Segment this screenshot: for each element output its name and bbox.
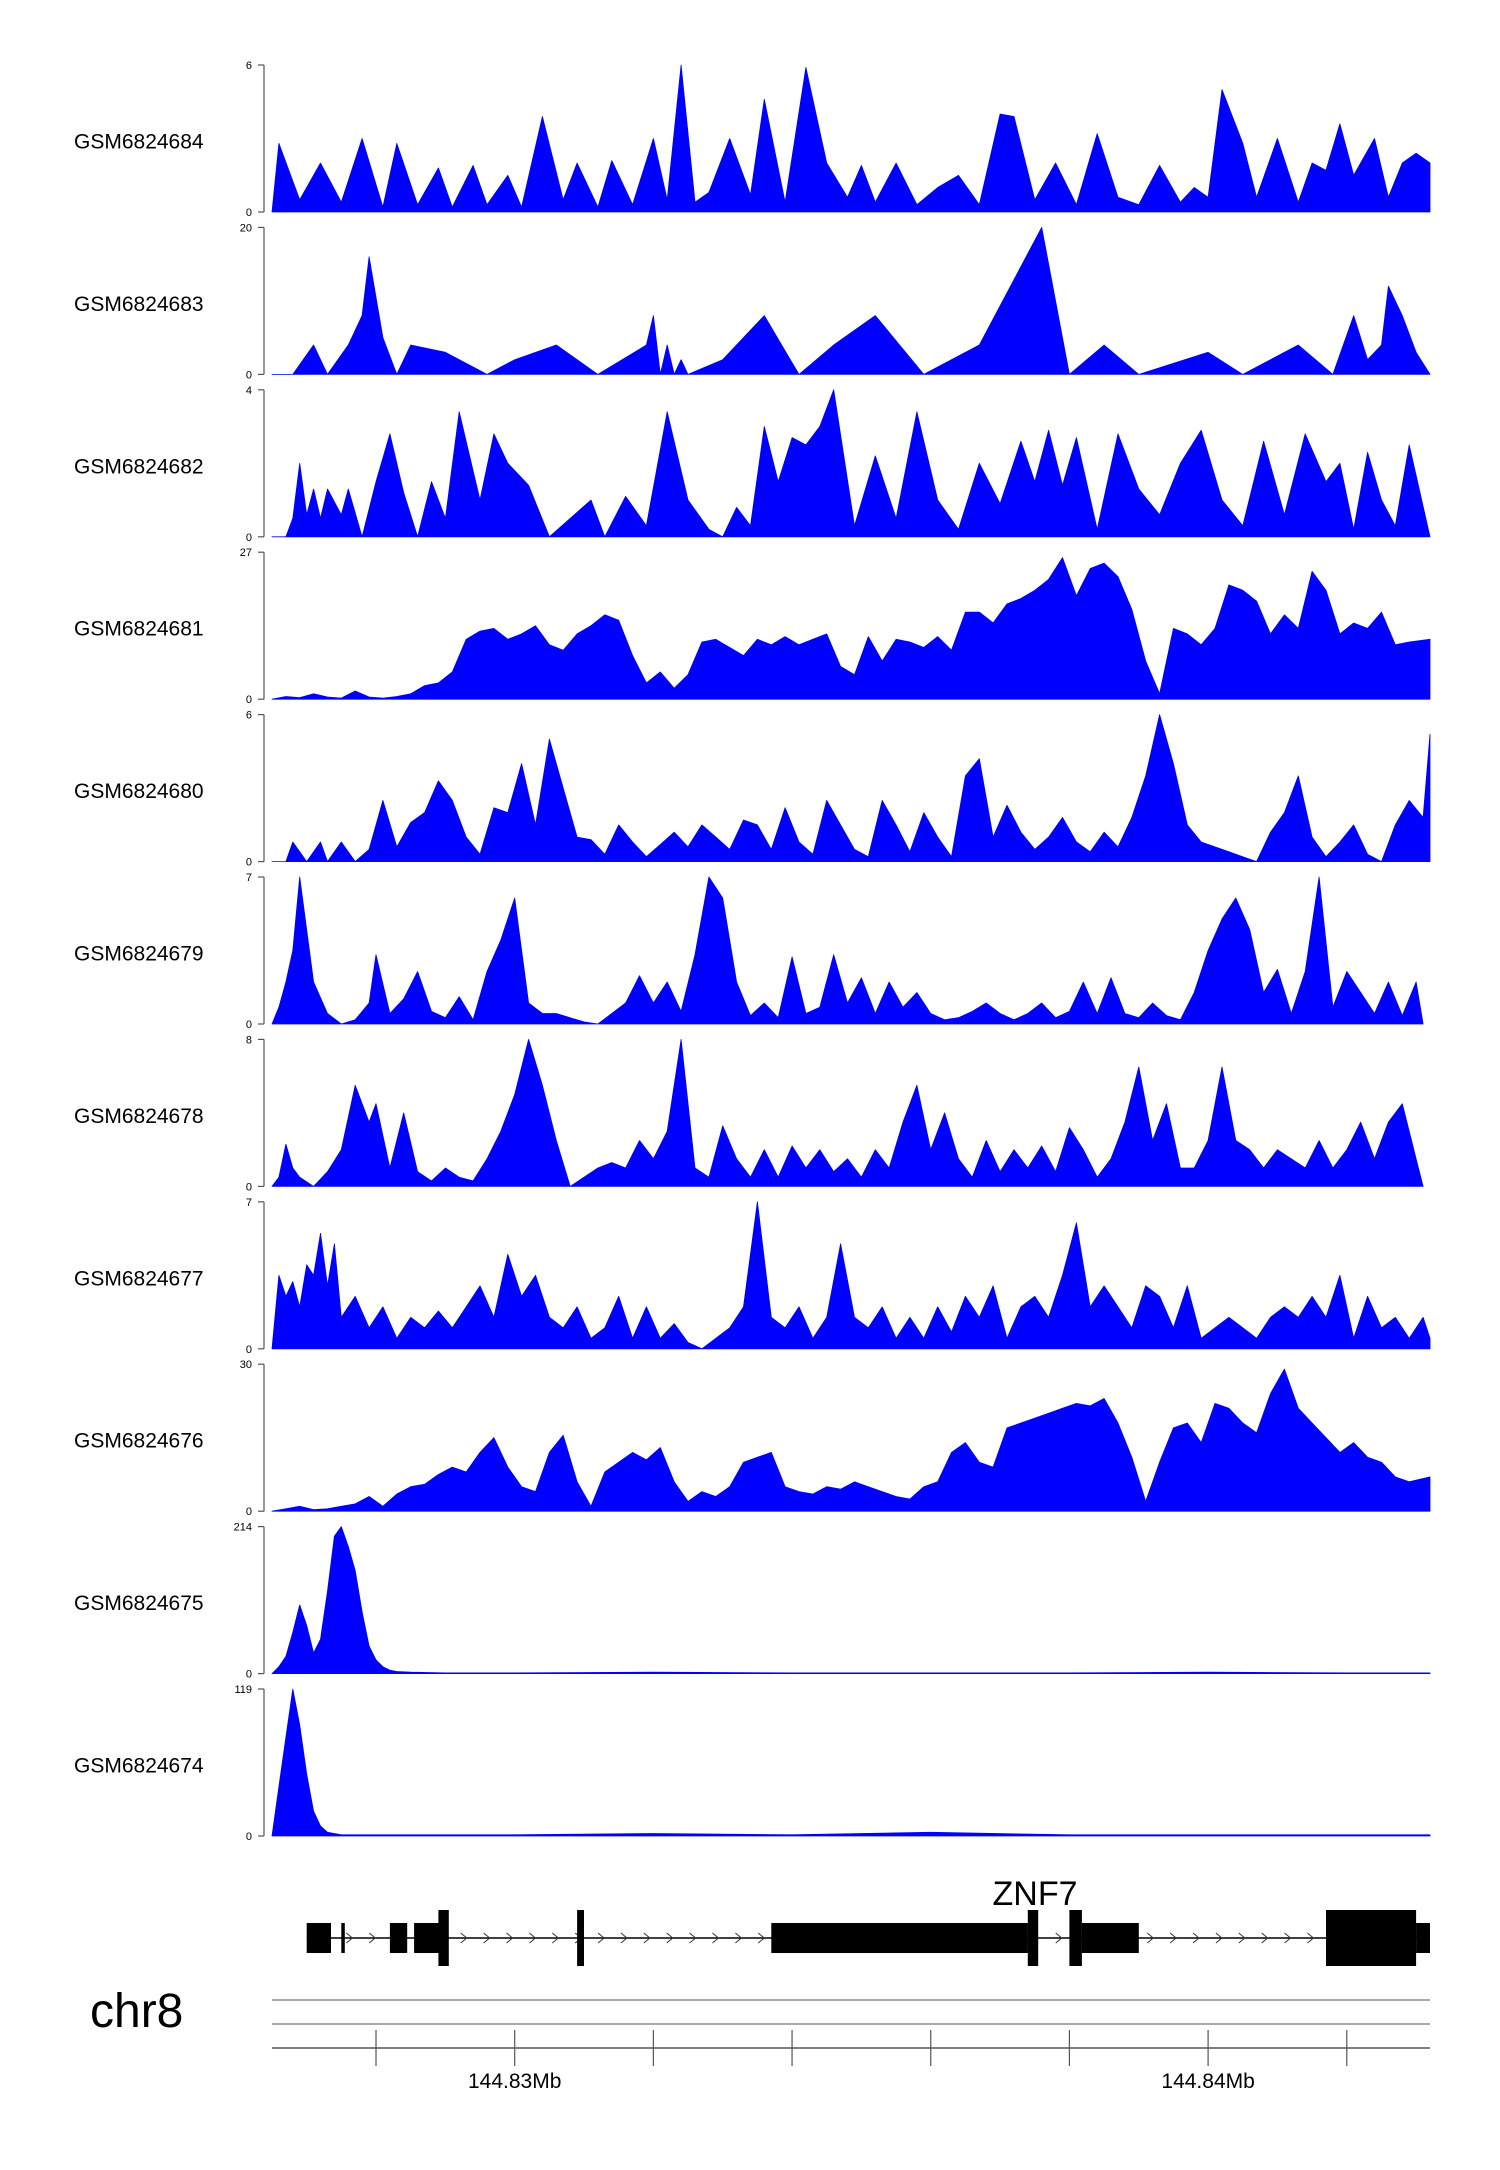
coverage-area-GSM6824675 [271, 1526, 1431, 1674]
coverage-area-GSM6824676 [271, 1368, 1431, 1512]
y-axis-max-label: 7 [246, 1197, 252, 1209]
track-label: GSM6824681 [74, 618, 204, 641]
y-axis-max-label: 8 [246, 1034, 252, 1046]
y-axis-min-label: 0 [246, 1344, 252, 1356]
exon [1326, 1910, 1417, 1966]
strand-arrow [460, 1932, 468, 1944]
strand-arrow [1261, 1932, 1269, 1944]
exon [341, 1923, 345, 1953]
gene-track: ZNF7 [306, 1875, 1430, 1966]
track-GSM6824682: GSM6824682 4 0 [74, 385, 1431, 544]
y-axis-min-label: 0 [246, 694, 252, 706]
y-axis-min-label: 0 [246, 207, 252, 219]
track-GSM6824683: GSM6824683 20 0 [74, 222, 1431, 381]
strand-arrow [506, 1932, 514, 1944]
track-GSM6824679: GSM6824679 7 0 [74, 872, 1424, 1031]
track-GSM6824674: GSM6824674 119 0 [74, 1684, 1431, 1843]
exon [577, 1910, 584, 1966]
track-label: GSM6824674 [74, 1755, 204, 1778]
coverage-area-GSM6824680 [271, 714, 1431, 862]
coverage-area-GSM6824682 [271, 389, 1431, 538]
exon [1081, 1923, 1139, 1953]
track-GSM6824681: GSM6824681 27 0 [74, 547, 1431, 706]
coverage-area-GSM6824678 [271, 1039, 1424, 1187]
x-tick-label: 144.84Mb [1161, 2070, 1254, 2093]
track-label: GSM6824679 [74, 943, 204, 966]
track-GSM6824684: GSM6824684 6 0 [74, 60, 1431, 219]
coverage-area-GSM6824677 [271, 1201, 1431, 1350]
y-axis-min-label: 0 [246, 532, 252, 544]
coverage-area-GSM6824684 [271, 64, 1431, 213]
exon [389, 1923, 408, 1953]
y-axis-min-label: 0 [246, 369, 252, 381]
y-axis-max-label: 7 [246, 872, 252, 884]
strand-arrow [666, 1932, 674, 1944]
track-GSM6824678: GSM6824678 8 0 [74, 1034, 1424, 1193]
track-label: GSM6824675 [74, 1592, 204, 1615]
coverage-area-GSM6824679 [271, 876, 1424, 1025]
y-axis-min-label: 0 [246, 857, 252, 869]
track-label: GSM6824682 [74, 455, 204, 478]
strand-arrow [346, 1932, 354, 1944]
track-label: GSM6824684 [74, 131, 204, 154]
strand-arrow [1215, 1932, 1223, 1944]
strand-arrow [1169, 1932, 1177, 1944]
y-axis-max-label: 6 [246, 710, 252, 722]
strand-arrow [1192, 1932, 1200, 1944]
genome-axis: chr8 144.83Mb 144.84Mb [90, 1985, 1430, 2093]
y-axis-max-label: 119 [234, 1684, 252, 1696]
y-axis-max-label: 214 [234, 1522, 252, 1534]
y-axis-min-label: 0 [246, 1506, 252, 1518]
track-label: GSM6824683 [74, 293, 204, 316]
exon [1416, 1923, 1430, 1953]
exon [306, 1923, 331, 1953]
exon [1027, 1910, 1039, 1966]
strand-arrow [483, 1932, 491, 1944]
strand-arrow [1055, 1932, 1063, 1944]
strand-arrow [529, 1932, 537, 1944]
track-GSM6824677: GSM6824677 7 0 [74, 1197, 1431, 1356]
strand-arrow [712, 1932, 720, 1944]
track-GSM6824675: GSM6824675 214 0 [74, 1522, 1431, 1681]
strand-arrow [368, 1932, 377, 1944]
y-axis-min-label: 0 [246, 1181, 252, 1193]
track-label: GSM6824676 [74, 1430, 204, 1453]
coverage-area-GSM6824674 [271, 1688, 1431, 1837]
y-axis-min-label: 0 [246, 1831, 252, 1843]
strand-arrow [597, 1932, 605, 1944]
y-axis-max-label: 20 [240, 222, 252, 234]
track-label: GSM6824680 [74, 780, 204, 803]
strand-arrow [1307, 1932, 1315, 1944]
strand-arrow [689, 1932, 697, 1944]
chromosome-label: chr8 [90, 1985, 183, 2038]
track-label: GSM6824678 [74, 1105, 204, 1128]
x-tick-label: 144.83Mb [468, 2070, 561, 2093]
y-axis-min-label: 0 [246, 1669, 252, 1681]
strand-arrow [735, 1932, 743, 1944]
y-axis-min-label: 0 [246, 1019, 252, 1031]
y-axis-max-label: 30 [240, 1359, 252, 1371]
coverage-area-GSM6824681 [271, 557, 1431, 700]
strand-arrow [757, 1932, 766, 1944]
strand-arrow [620, 1932, 628, 1944]
y-axis-max-label: 27 [240, 547, 252, 559]
y-axis-max-label: 6 [246, 60, 252, 72]
strand-arrow [1146, 1932, 1155, 1944]
exon [438, 1910, 449, 1966]
strand-arrow [1284, 1932, 1292, 1944]
track-GSM6824680: GSM6824680 6 0 [74, 710, 1431, 869]
exon [1069, 1910, 1082, 1966]
strand-arrow [551, 1932, 560, 1944]
track-GSM6824676: GSM6824676 30 0 [74, 1359, 1431, 1518]
track-label: GSM6824677 [74, 1267, 204, 1290]
exon [771, 1923, 1028, 1953]
coverage-tracks: GSM682468460GSM6824683200GSM682468240GSM… [74, 60, 1431, 1843]
gene-label: ZNF7 [993, 1875, 1078, 1913]
exon [414, 1923, 442, 1953]
strand-arrow [1238, 1932, 1246, 1944]
y-axis-max-label: 4 [246, 385, 252, 397]
coverage-area-GSM6824683 [271, 227, 1431, 375]
strand-arrow [643, 1932, 651, 1944]
